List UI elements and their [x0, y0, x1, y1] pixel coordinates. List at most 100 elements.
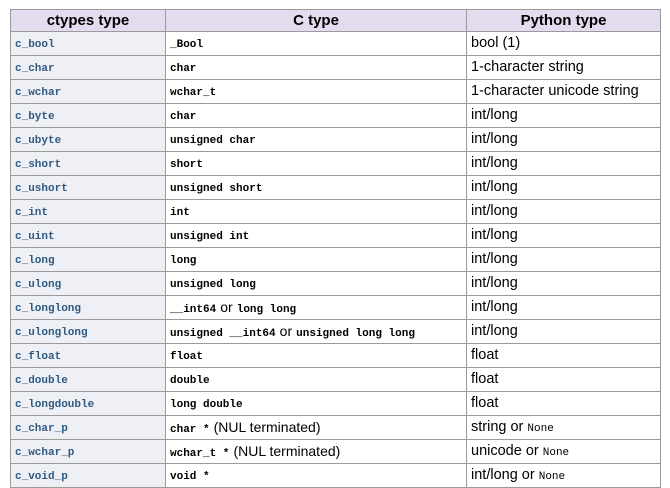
code-text: short	[170, 159, 204, 171]
table-cell: c_ubyte	[10, 127, 166, 152]
code-text: c_char	[15, 63, 55, 75]
code-text: c_int	[15, 207, 49, 219]
code-text: wchar_t *	[170, 448, 230, 460]
code-text: c_ulong	[15, 279, 62, 291]
table-cell: c_longlong	[10, 295, 166, 320]
code-text: char	[170, 111, 197, 123]
column-header: C type	[165, 9, 467, 32]
table-cell: unsigned short	[165, 175, 467, 200]
table-cell: c_wchar	[10, 79, 166, 104]
table-row: c_uint unsigned int int/long	[10, 223, 661, 248]
table-row: c_byte char int/long	[10, 103, 661, 128]
table-row: c_ushort unsigned short int/long	[10, 175, 661, 200]
table-cell: c_long	[10, 247, 166, 272]
table-cell: int/long	[466, 295, 661, 320]
code-text: c_uint	[15, 231, 55, 243]
plain-text: int/long	[471, 203, 518, 219]
table-cell: int/long	[466, 175, 661, 200]
plain-text: (NUL terminated)	[213, 419, 321, 435]
header-row: ctypes type C type Python type	[10, 9, 661, 32]
plain-text: 1-character unicode string	[471, 83, 639, 99]
table-cell: int/long	[466, 319, 661, 344]
code-text: c_float	[15, 351, 62, 363]
plain-text: bool (1)	[471, 35, 521, 51]
table-cell: int/long	[466, 223, 661, 248]
code-text: c_char_p	[15, 423, 68, 435]
table-cell: float	[466, 391, 661, 416]
ctypes-table: ctypes type C type Python type c_bool _Bool…	[10, 9, 661, 488]
table-row: c_longdouble long double float	[10, 391, 661, 416]
table-cell: c_ulong	[10, 271, 166, 296]
plain-text: 1-character string	[471, 59, 584, 75]
table-cell: __int64 or long long	[165, 295, 467, 320]
plain-text: unicode or	[471, 443, 539, 459]
table-cell: unsigned __int64 or unsigned long long	[165, 319, 467, 344]
plain-text: int/long	[471, 131, 518, 147]
table-row: c_float float float	[10, 343, 661, 368]
table-cell: short	[165, 151, 467, 176]
table-cell: float	[466, 367, 661, 392]
plain-text: or	[279, 323, 293, 339]
table-row: c_short short int/long	[10, 151, 661, 176]
table-cell: c_int	[10, 199, 166, 224]
table-row: c_longlong __int64 or long long int/long	[10, 295, 661, 320]
code-text: _Bool	[170, 39, 204, 51]
plain-text: int/long	[471, 299, 518, 315]
table-cell: unsigned char	[165, 127, 467, 152]
plain-text: int/long	[471, 155, 518, 171]
table-cell: c_char	[10, 55, 166, 80]
table-row: c_char char 1-character string	[10, 55, 661, 80]
table-cell: 1-character string	[466, 55, 661, 80]
code-text: c_wchar	[15, 87, 62, 99]
code-text: c_longdouble	[15, 399, 95, 411]
code-text: unsigned short	[170, 183, 263, 195]
plain-text: float	[471, 395, 499, 411]
code-text: None	[542, 447, 570, 459]
table-row: c_ubyte unsigned char int/long	[10, 127, 661, 152]
table-cell: int	[165, 199, 467, 224]
table-cell: int/long	[466, 247, 661, 272]
code-text: __int64	[170, 304, 217, 316]
column-header: Python type	[466, 9, 661, 32]
table-cell: int/long	[466, 199, 661, 224]
plain-text: int/long or	[471, 467, 535, 483]
plain-text: int/long	[471, 107, 518, 123]
table-cell: 1-character unicode string	[466, 79, 661, 104]
table-cell: c_short	[10, 151, 166, 176]
code-text: wchar_t	[170, 87, 217, 99]
page: ctypes type C type Python type c_bool _Bool…	[10, 9, 661, 488]
table-cell: int/long	[466, 271, 661, 296]
code-text: c_ubyte	[15, 135, 62, 147]
table-cell: c_ushort	[10, 175, 166, 200]
table-row: c_ulong unsigned long int/long	[10, 271, 661, 296]
table-cell: int/long	[466, 151, 661, 176]
plain-text: int/long	[471, 179, 518, 195]
plain-text: int/long	[471, 275, 518, 291]
plain-text: int/long	[471, 323, 518, 339]
table-cell: double	[165, 367, 467, 392]
table-row: c_long long int/long	[10, 247, 661, 272]
code-text: double	[170, 375, 210, 387]
code-text: c_void_p	[15, 471, 68, 483]
code-text: c_ushort	[15, 183, 68, 195]
code-text: long long	[236, 304, 297, 316]
table-row: c_int int int/long	[10, 199, 661, 224]
code-text: unsigned __int64	[170, 328, 276, 340]
code-text: c_bool	[15, 39, 55, 51]
table-row: c_double double float	[10, 367, 661, 392]
table-cell: int/long	[466, 127, 661, 152]
table-cell: c_float	[10, 343, 166, 368]
table-row: c_wchar_p wchar_t * (NUL terminated) unico…	[10, 439, 661, 464]
code-text: c_ulonglong	[15, 327, 88, 339]
table-header: ctypes type C type Python type	[10, 9, 661, 32]
code-text: unsigned char	[170, 135, 256, 147]
table-cell: long double	[165, 391, 467, 416]
table-cell: float	[466, 343, 661, 368]
code-text: long	[170, 255, 197, 267]
table-cell: int/long	[466, 103, 661, 128]
table-cell: char * (NUL terminated)	[165, 415, 467, 440]
plain-text: (NUL terminated)	[233, 443, 341, 459]
table-cell: char	[165, 55, 467, 80]
plain-text: int/long	[471, 227, 518, 243]
table-row: c_bool _Bool bool (1)	[10, 31, 661, 56]
